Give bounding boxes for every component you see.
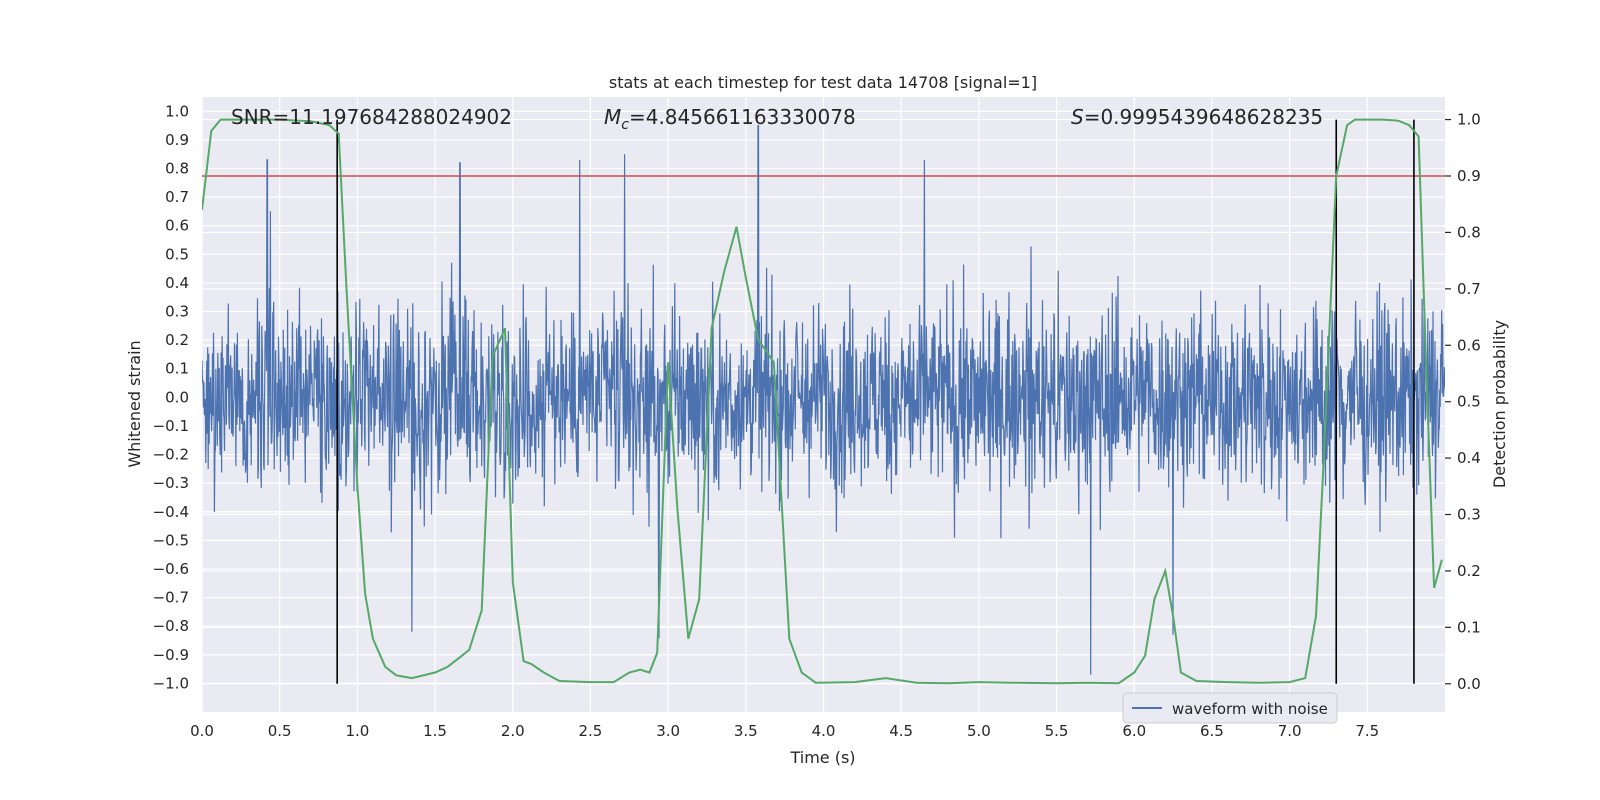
y2-tick-label: 0.3	[1457, 506, 1481, 524]
y-tick-label: −0.1	[153, 417, 189, 435]
x-tick-label: 5.5	[1045, 722, 1069, 740]
vertical-marker-lines	[336, 119, 1415, 684]
x-tick-label: 1.5	[423, 722, 447, 740]
y-tick-label: 0.7	[165, 188, 189, 206]
y-tick-label: −1.0	[153, 674, 189, 692]
x-tick-label: 2.0	[501, 722, 525, 740]
snr-annotation: SNR=11.197684288024902	[231, 105, 512, 129]
y-tick-label: −0.7	[153, 589, 189, 607]
s-annotation: S=0.9995439648628235	[1071, 105, 1323, 129]
x-tick-label: 4.5	[889, 722, 913, 740]
x-tick-label: 6.0	[1122, 722, 1146, 740]
y2-tick-label: 0.4	[1457, 449, 1481, 467]
legend-label-waveform: waveform with noise	[1172, 700, 1328, 718]
y2-axis-ticks: 1.0 0.9 0.8 0.7 0.6 0.5 0.4 0.3 0.2 0.1 0.0	[1445, 111, 1481, 693]
x-tick-label: 3.0	[656, 722, 680, 740]
y-tick-label: −0.3	[153, 474, 189, 492]
y-tick-label: 0.1	[165, 360, 189, 378]
chirp-mass-symbol: M	[604, 105, 621, 129]
y2-tick-label: 0.1	[1457, 618, 1481, 636]
y-tick-label: 0.6	[165, 217, 189, 235]
chirp-mass-value: =4.845661163330078	[629, 105, 856, 129]
x-tick-label: 5.0	[967, 722, 991, 740]
y2-tick-label: 1.0	[1457, 111, 1481, 129]
x-tick-label: 7.5	[1355, 722, 1379, 740]
detection-probability-line	[202, 118, 1443, 685]
y2-tick-label: 0.6	[1457, 336, 1481, 354]
s-value: =0.9995439648628235	[1084, 105, 1323, 129]
y-tick-label: −0.2	[153, 446, 189, 464]
x-tick-label: 4.0	[812, 722, 836, 740]
y2-tick-label: 0.2	[1457, 562, 1481, 580]
y-tick-label: −0.4	[153, 503, 189, 521]
x-axis-ticks: 0.0 0.5 1.0 1.5 2.0 2.5 3.0 3.5 4.0 4.5 5.0 5.5 6.0 6…	[190, 722, 1379, 740]
x-tick-label: 1.0	[345, 722, 369, 740]
y-tick-label: 0.4	[165, 274, 189, 292]
y2-tick-label: 0.8	[1457, 223, 1481, 241]
y-tick-label: −0.6	[153, 560, 189, 578]
y-tick-label: 0.5	[165, 245, 189, 263]
x-tick-label: 2.5	[579, 722, 603, 740]
x-tick-label: 3.5	[734, 722, 758, 740]
x-tick-label: 0.0	[190, 722, 214, 740]
s-symbol: S	[1071, 105, 1084, 129]
legend-box	[1122, 692, 1338, 724]
y-tick-label: 1.0	[165, 102, 189, 120]
y-axis-ticks: 1.0 0.9 0.8 0.7 0.6 0.5 0.4 0.3 0.2 0.1 0.0 −0.1 −0.…	[153, 102, 189, 692]
x-axis-label: Time (s)	[789, 748, 855, 767]
y-tick-label: −0.9	[153, 646, 189, 664]
y-tick-label: 0.0	[165, 388, 189, 406]
y-tick-label: −0.5	[153, 531, 189, 549]
y-axis-label: Whitened strain	[125, 340, 144, 467]
chirp-mass-subscript: c	[621, 117, 629, 133]
y-tick-label: 0.3	[165, 303, 189, 321]
y-tick-label: 0.2	[165, 331, 189, 349]
y2-tick-label: 0.0	[1457, 675, 1481, 693]
y2-tick-label: 0.9	[1457, 167, 1481, 185]
y2-axis-label: Detection probability	[1490, 320, 1509, 488]
x-tick-label: 6.5	[1200, 722, 1224, 740]
y2-tick-label: 0.5	[1457, 393, 1481, 411]
y-tick-label: 0.8	[165, 160, 189, 178]
chart-title: stats at each timestep for test data 147…	[609, 73, 1037, 92]
waveform-series-line	[202, 125, 1445, 675]
x-tick-label: 7.0	[1278, 722, 1302, 740]
x-tick-label: 0.5	[268, 722, 292, 740]
legend: waveform with noise	[1122, 692, 1338, 724]
y-tick-label: 0.9	[165, 131, 189, 149]
chirp-mass-annotation: Mc=4.845661163330078	[604, 105, 856, 133]
y2-tick-label: 0.7	[1457, 280, 1481, 298]
y-tick-label: −0.8	[153, 617, 189, 635]
